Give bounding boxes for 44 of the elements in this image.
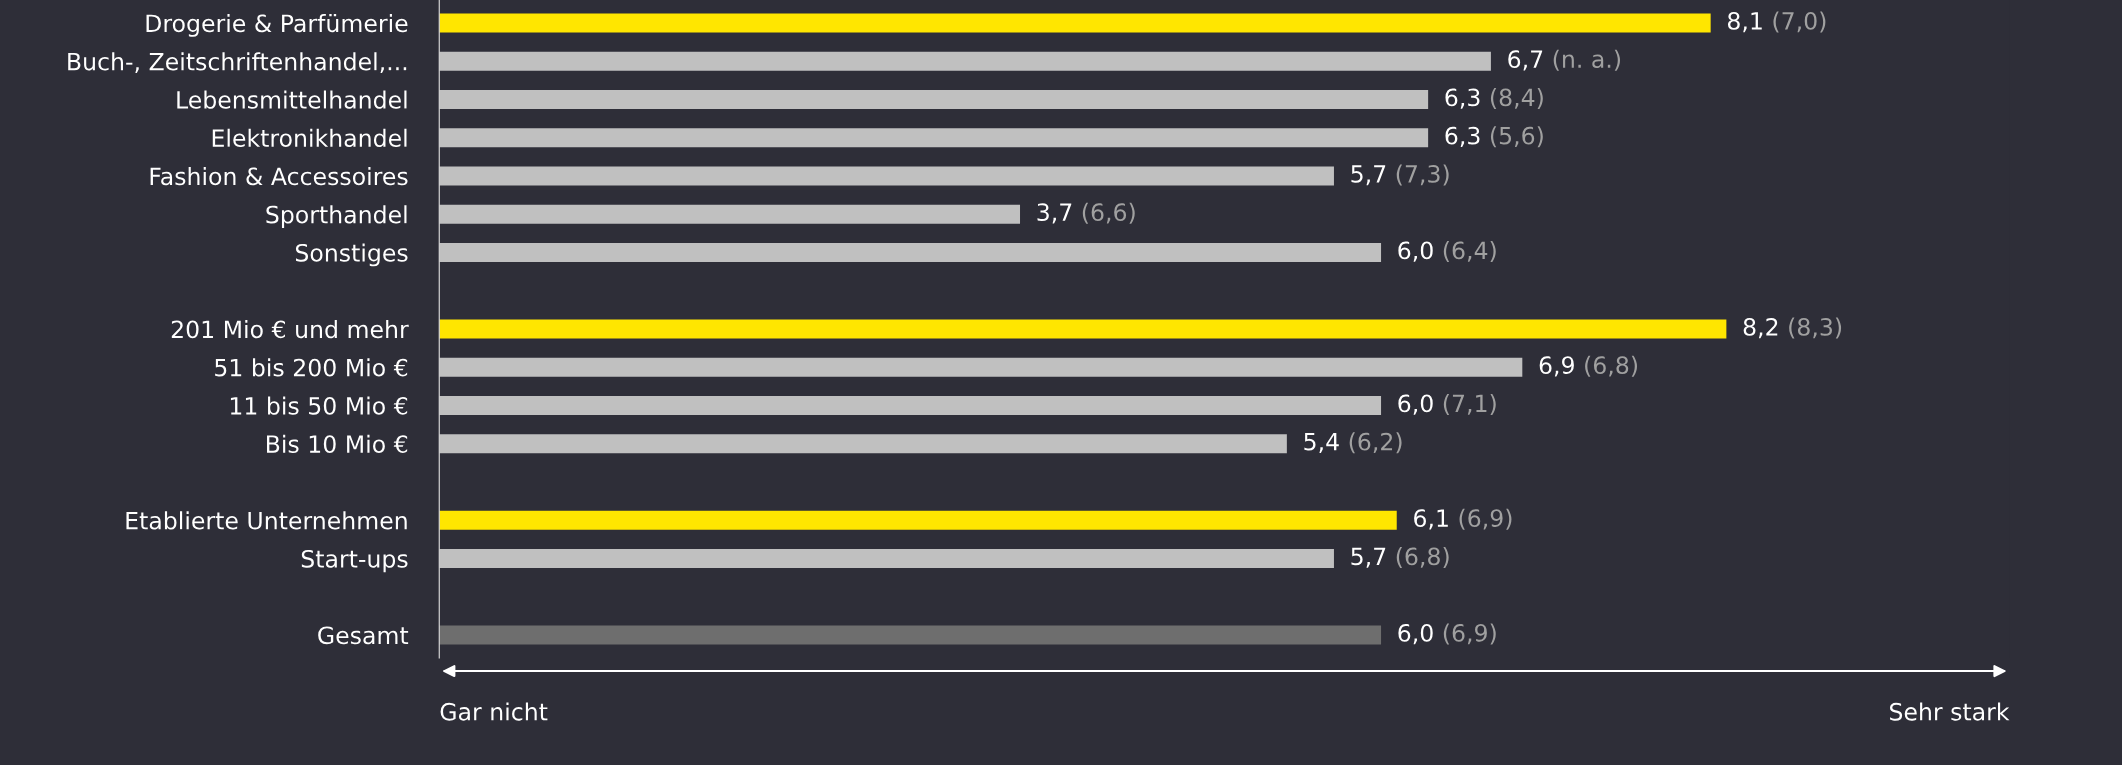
data-label: 6,9 (6,8)	[1539, 355, 1638, 377]
bar	[439, 13, 1711, 33]
text: Gar nicht	[440, 702, 548, 721]
y-tick-label: 11 bis 50 Mio €	[230, 396, 408, 415]
bar	[439, 128, 1429, 148]
y-tick-label: Bis 10 Mio €	[267, 434, 408, 454]
y-tick-label: 51 bis 200 Mio €	[215, 358, 408, 377]
bar	[439, 242, 1382, 263]
bar	[439, 204, 1021, 224]
bar	[439, 357, 1523, 377]
data-label: 6,3 (8,4)	[1445, 88, 1543, 110]
y-tick-label: Sonstiges	[295, 243, 408, 267]
y-tick-label: Etablierte Unternehmen	[126, 511, 407, 530]
text: Sehr stark	[1890, 702, 2010, 721]
bar	[439, 625, 1382, 645]
bar	[439, 395, 1382, 416]
data-label: 5,7 (6,8)	[1351, 547, 1449, 569]
bar	[439, 548, 1334, 569]
data-label: 6,1 (6,9)	[1414, 508, 1512, 530]
bar	[439, 319, 1727, 339]
data-label: 6,7 (n. a.)	[1508, 49, 1621, 71]
y-tick-label: Gesamt	[318, 626, 409, 645]
bar	[439, 166, 1334, 186]
y-tick-label: Sporthandel	[266, 205, 407, 229]
bar	[439, 51, 1491, 71]
y-tick-label: Fashion & Accessoires	[150, 166, 408, 186]
data-label: 6,0 (6,4)	[1398, 241, 1496, 263]
bar	[439, 89, 1429, 110]
data-label: 5,4 (6,2)	[1304, 432, 1402, 454]
y-tick-label: Drogerie & Parfümerie	[146, 13, 408, 37]
bar	[439, 510, 1397, 530]
y-tick-label: Buch-, Zeitschriftenhandel,...	[68, 52, 407, 73]
data-label: 6,0 (6,9)	[1398, 623, 1496, 645]
data-label: 3,7 (6,6)	[1037, 202, 1135, 224]
data-label: 8,1 (7,0)	[1727, 11, 1826, 33]
y-tick-label: Start-ups	[301, 549, 408, 573]
data-label: 6,0 (7,1)	[1398, 394, 1496, 416]
y-tick-label: 201 Mio € und mehr	[171, 319, 409, 339]
data-label: 8,2 (8,3)	[1743, 317, 1842, 339]
y-tick-label: Elektronikhandel	[212, 128, 407, 148]
bar	[439, 434, 1287, 454]
data-label: 5,7 (7,3)	[1351, 164, 1449, 186]
data-label: 6,3 (5,6)	[1445, 126, 1543, 148]
y-tick-label: Lebensmittelhandel	[177, 90, 407, 109]
